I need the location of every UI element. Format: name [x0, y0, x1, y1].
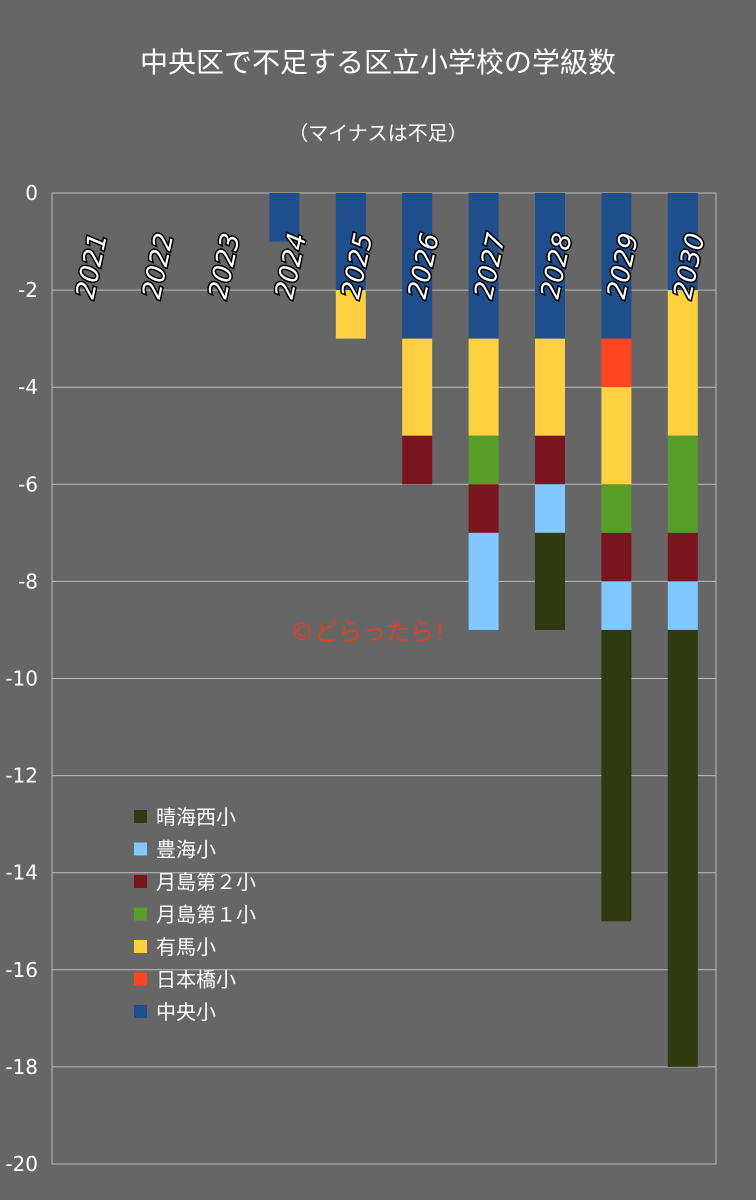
- bar-segment: [601, 629, 632, 922]
- bar-segment: [468, 193, 499, 339]
- bar-segment: [335, 290, 366, 339]
- legend-swatch: [134, 875, 147, 888]
- y-tick-label: -2: [18, 278, 38, 302]
- legend-swatch: [134, 842, 147, 856]
- bar-segment: [667, 290, 698, 436]
- legend-swatch: [134, 907, 147, 921]
- bar-segment: [468, 435, 499, 485]
- bar-segment: [667, 193, 698, 291]
- y-tick-label: -8: [18, 569, 38, 593]
- legend-label: 晴海西小: [156, 805, 236, 829]
- y-tick-label: 0: [25, 181, 38, 205]
- bar-segment: [667, 629, 698, 1067]
- bar-segment: [535, 338, 565, 436]
- bar-segment: [269, 193, 300, 242]
- y-tick-label: -16: [5, 958, 38, 982]
- x-tick-label: 2023: [204, 230, 247, 301]
- bar-segment: [535, 193, 565, 339]
- legend-label: 中央小: [156, 1000, 216, 1024]
- legend-label: 豊海小: [156, 838, 216, 862]
- bar-segment: [335, 193, 366, 291]
- bar-segment: [601, 387, 632, 485]
- y-tick-label: -20: [5, 1152, 38, 1176]
- bar-segment: [667, 532, 698, 582]
- bar-segment: [601, 338, 632, 388]
- bar-segment: [535, 532, 565, 630]
- bar-segment: [402, 193, 433, 339]
- bar-segment: [402, 435, 433, 485]
- legend-label: 日本橋小: [156, 968, 236, 992]
- x-tick-label: 2022: [137, 230, 180, 301]
- legend-swatch: [134, 1005, 147, 1018]
- bar-segment: [601, 581, 632, 630]
- chart-title: 中央区で不足する区立小学校の学級数: [140, 46, 616, 79]
- bar-segment: [468, 338, 499, 436]
- bar-segment: [601, 193, 632, 339]
- legend-label: 月島第２小: [156, 870, 256, 894]
- bar-segment: [667, 581, 698, 630]
- legend-swatch: [134, 810, 147, 823]
- y-tick-label: -10: [5, 667, 38, 691]
- chart-subtitle: （マイナスは不足）: [288, 121, 468, 145]
- legend-label: 有馬小: [156, 935, 216, 959]
- y-tick-label: -4: [18, 375, 38, 399]
- y-tick-label: -18: [5, 1055, 38, 1079]
- bar-segment: [535, 484, 565, 533]
- watermark: ©どらったら！: [290, 618, 458, 646]
- bar-segment: [535, 435, 565, 485]
- x-tick-label: 2021: [71, 230, 114, 301]
- legend-label: 月島第１小: [156, 903, 256, 927]
- bar-segment: [402, 338, 433, 436]
- legend-swatch: [134, 940, 147, 953]
- bar-segment: [601, 484, 632, 533]
- bar-segment: [468, 532, 499, 630]
- y-tick-label: -12: [5, 764, 38, 788]
- legend-swatch: [134, 972, 147, 986]
- bar-segment: [468, 484, 499, 533]
- bar-segment: [667, 435, 698, 533]
- y-tick-label: -6: [18, 472, 38, 496]
- bar-segment: [601, 532, 632, 582]
- y-tick-label: -14: [5, 861, 38, 885]
